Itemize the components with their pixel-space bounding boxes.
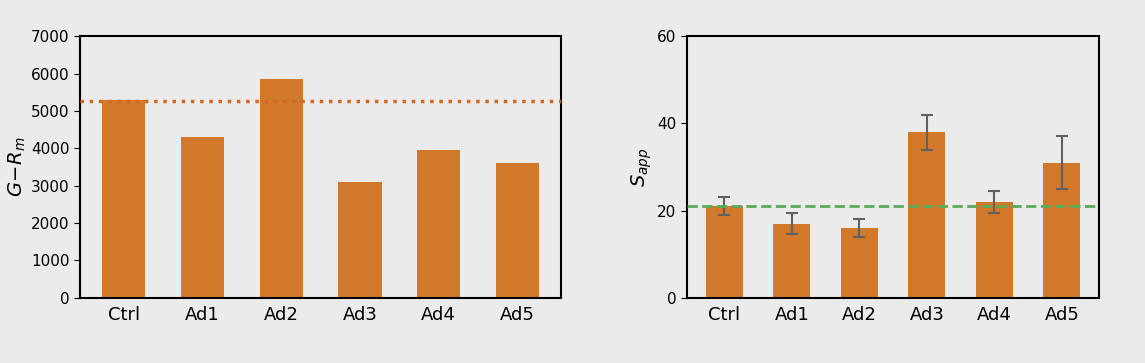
Bar [705, 206, 743, 298]
Bar [181, 137, 224, 298]
Y-axis label: $G\!-\!R_m$: $G\!-\!R_m$ [7, 137, 29, 197]
Bar [840, 228, 878, 298]
Bar [976, 202, 1013, 298]
Bar [338, 182, 381, 298]
Bar [908, 132, 946, 298]
Bar [102, 100, 145, 298]
Bar [260, 79, 303, 298]
Bar [417, 150, 460, 298]
Bar [1043, 163, 1081, 298]
Bar [773, 224, 811, 298]
Bar [496, 163, 539, 298]
Y-axis label: $S_{app}$: $S_{app}$ [630, 147, 655, 187]
